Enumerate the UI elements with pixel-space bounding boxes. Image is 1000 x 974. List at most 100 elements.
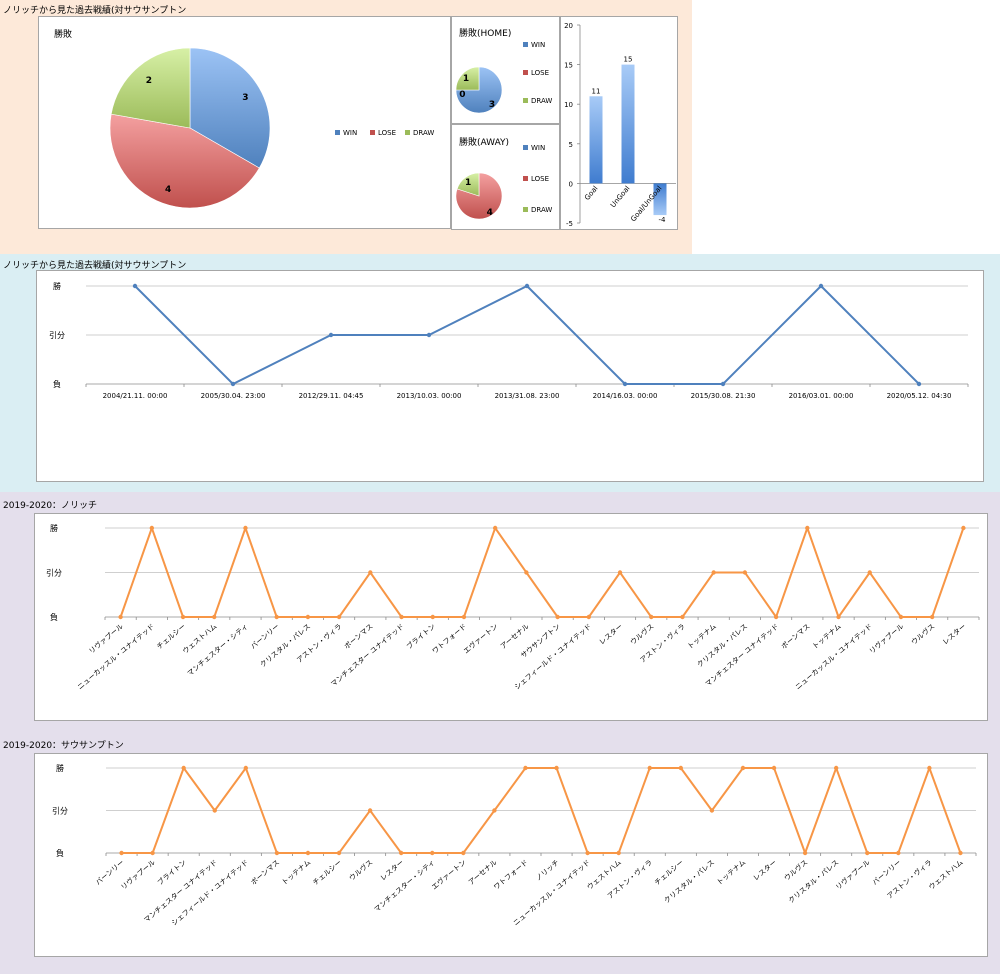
y-tick-label: 引分 — [46, 569, 62, 578]
pie-home-title: 勝敗(HOME) — [459, 29, 512, 39]
legend-label-draw: DRAW — [413, 129, 434, 137]
x-category-label: ボーンマス — [249, 858, 281, 886]
pie-data-label: 1 — [463, 74, 469, 84]
pie-data-label: 4 — [165, 185, 171, 195]
bar-category-label: UnGoal — [609, 185, 632, 210]
data-point — [929, 614, 935, 620]
bar-ungoal — [621, 64, 635, 184]
data-point — [555, 614, 560, 620]
data-point — [523, 765, 528, 771]
x-category-label: トッテナム — [715, 858, 747, 886]
data-point — [149, 525, 155, 531]
x-category-label: ウェストハム — [927, 858, 964, 891]
bar-category-label: Goal — [583, 185, 599, 202]
x-category-label: ウルヴス — [628, 622, 655, 647]
data-point — [773, 614, 779, 620]
bar-goal-ungoal — [653, 183, 667, 216]
pie-data-label: 3 — [242, 93, 248, 103]
data-point — [118, 614, 123, 620]
legend-swatch-lose — [523, 70, 528, 75]
bar-y-tick-label: 10 — [564, 101, 573, 109]
data-point — [305, 614, 311, 620]
bar-y-tick-label: 15 — [564, 62, 573, 70]
data-point — [896, 850, 901, 856]
x-category-label: アーセナル — [467, 858, 499, 886]
x-category-label: チェルシー — [653, 858, 685, 887]
pie-data-label: 3 — [489, 100, 495, 110]
pie-data-label: 2 — [146, 76, 152, 86]
bar-goal — [589, 96, 603, 184]
data-point — [150, 850, 155, 856]
x-category-label: マンチェスター・シティ — [185, 622, 249, 678]
data-point — [430, 850, 435, 856]
x-category-label: トッテナム — [280, 858, 312, 886]
data-point — [680, 614, 685, 620]
section1-title: ノリッチから見た過去戦績(対サウサンプトン — [3, 6, 187, 16]
x-category-label: チェルシー — [311, 858, 343, 887]
data-point — [586, 614, 592, 620]
bar-y-tick-label: -5 — [566, 220, 573, 228]
x-category-label: レスター — [378, 858, 405, 883]
legend-label-lose: LOSE — [531, 175, 549, 183]
data-point — [833, 765, 839, 771]
history-line-card — [36, 270, 984, 482]
data-point — [274, 850, 280, 856]
legend-label-win: WIN — [531, 41, 545, 49]
legend-label-draw: DRAW — [531, 206, 552, 214]
data-point — [647, 765, 652, 771]
data-point — [461, 850, 466, 856]
data-point — [961, 525, 966, 531]
pie-total-chart: 3 4 2 WIN LOSE DRAW — [109, 47, 434, 209]
data-point — [274, 614, 279, 620]
data-point — [399, 614, 404, 620]
series-line — [119, 527, 965, 618]
pie-slice-lose — [109, 113, 260, 209]
data-point — [524, 283, 530, 289]
y-tick-label: 勝 — [56, 763, 64, 773]
x-category-label: 2013/10.03. 00:00 — [397, 392, 462, 400]
y-tick-label: 負 — [56, 848, 64, 858]
data-point — [836, 614, 841, 620]
data-point — [585, 850, 590, 856]
pie-data-label: 0 — [459, 90, 465, 100]
legend-label-win: WIN — [343, 129, 357, 137]
bar-y-tick-label: 5 — [569, 141, 573, 149]
pie-home-chart: 3 0 1 WIN LOSE DRAW — [455, 41, 552, 114]
data-point — [617, 570, 623, 575]
data-point — [649, 614, 654, 620]
legend-swatch-win — [523, 42, 528, 47]
x-category-label: クリスタル・パレス — [695, 622, 749, 669]
legend-label-lose: LOSE — [531, 69, 549, 77]
x-category-label: ウルヴス — [909, 622, 936, 647]
x-category-label: 2004/21.11. 00:00 — [103, 392, 168, 400]
x-category-label: アーセナル — [499, 622, 531, 650]
legend-swatch-draw — [523, 207, 528, 212]
x-category-label: リヴァプール — [867, 622, 905, 656]
x-category-label: バーンリー — [871, 858, 903, 886]
data-point — [119, 850, 124, 856]
legend-swatch-win — [523, 145, 528, 150]
bar-data-label: -4 — [659, 216, 667, 224]
bar-data-label: 11 — [592, 87, 601, 95]
legend-label-win: WIN — [531, 144, 545, 152]
section4-title: 2019-2020：サウサンプトン — [3, 741, 124, 751]
y-tick-label: 引分 — [49, 331, 65, 340]
legend-swatch-win — [335, 130, 340, 135]
data-point — [336, 850, 342, 856]
data-point — [818, 283, 824, 289]
y-tick-label: 引分 — [52, 807, 68, 816]
data-point — [492, 808, 497, 813]
data-point — [805, 525, 810, 531]
x-category-label: チェルシー — [155, 622, 187, 651]
data-point — [865, 850, 870, 856]
data-point — [711, 570, 716, 575]
series-line — [121, 767, 962, 854]
pie-data-label: 4 — [487, 208, 493, 218]
x-category-label: ボーンマス — [780, 622, 812, 650]
section2-title: ノリッチから見た過去戦績(対サウサンプトン — [3, 261, 187, 271]
data-point — [243, 765, 249, 771]
history-line-chart: 負 引分 勝 2004/21.11. 00:00 2005/30.04. 23:00 20… — [49, 281, 969, 400]
x-category-label: ブライトン — [404, 622, 437, 651]
